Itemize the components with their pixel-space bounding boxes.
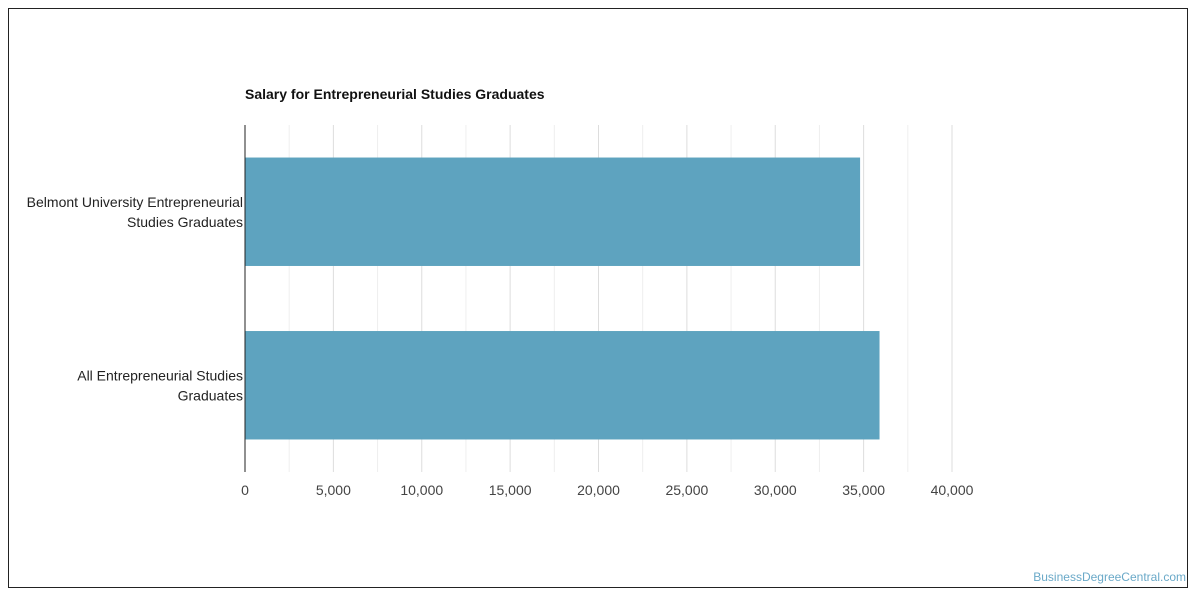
category-label-1: All Entrepreneurial Studies Graduates [77, 367, 243, 403]
x-tick-label: 5,000 [316, 482, 351, 498]
x-tick-label: 30,000 [754, 482, 797, 498]
chart-frame [8, 8, 1188, 588]
labels: Belmont University Entrepreneurial Studie… [27, 194, 974, 498]
x-tick-label: 10,000 [400, 482, 443, 498]
category-label-line: Studies Graduates [127, 214, 243, 230]
category-label-0: Belmont University Entrepreneurial Studie… [27, 194, 243, 230]
category-label-line: Belmont University Entrepreneurial [27, 194, 243, 210]
category-label-line: All Entrepreneurial Studies [77, 367, 243, 383]
category-label-line: Graduates [178, 387, 243, 403]
bar-0[interactable] [245, 157, 861, 266]
chart-title: Salary for Entrepreneurial Studies Gradu… [245, 86, 545, 102]
x-tick-label: 0 [241, 482, 249, 498]
x-tick-label: 25,000 [665, 482, 708, 498]
x-tick-label: 35,000 [842, 482, 885, 498]
bar-1[interactable] [245, 331, 880, 440]
bars [245, 157, 880, 440]
x-tick-label: 15,000 [489, 482, 532, 498]
x-tick-label: 40,000 [931, 482, 974, 498]
x-tick-label: 20,000 [577, 482, 620, 498]
source-watermark[interactable]: BusinessDegreeCentral.com [1033, 570, 1186, 584]
